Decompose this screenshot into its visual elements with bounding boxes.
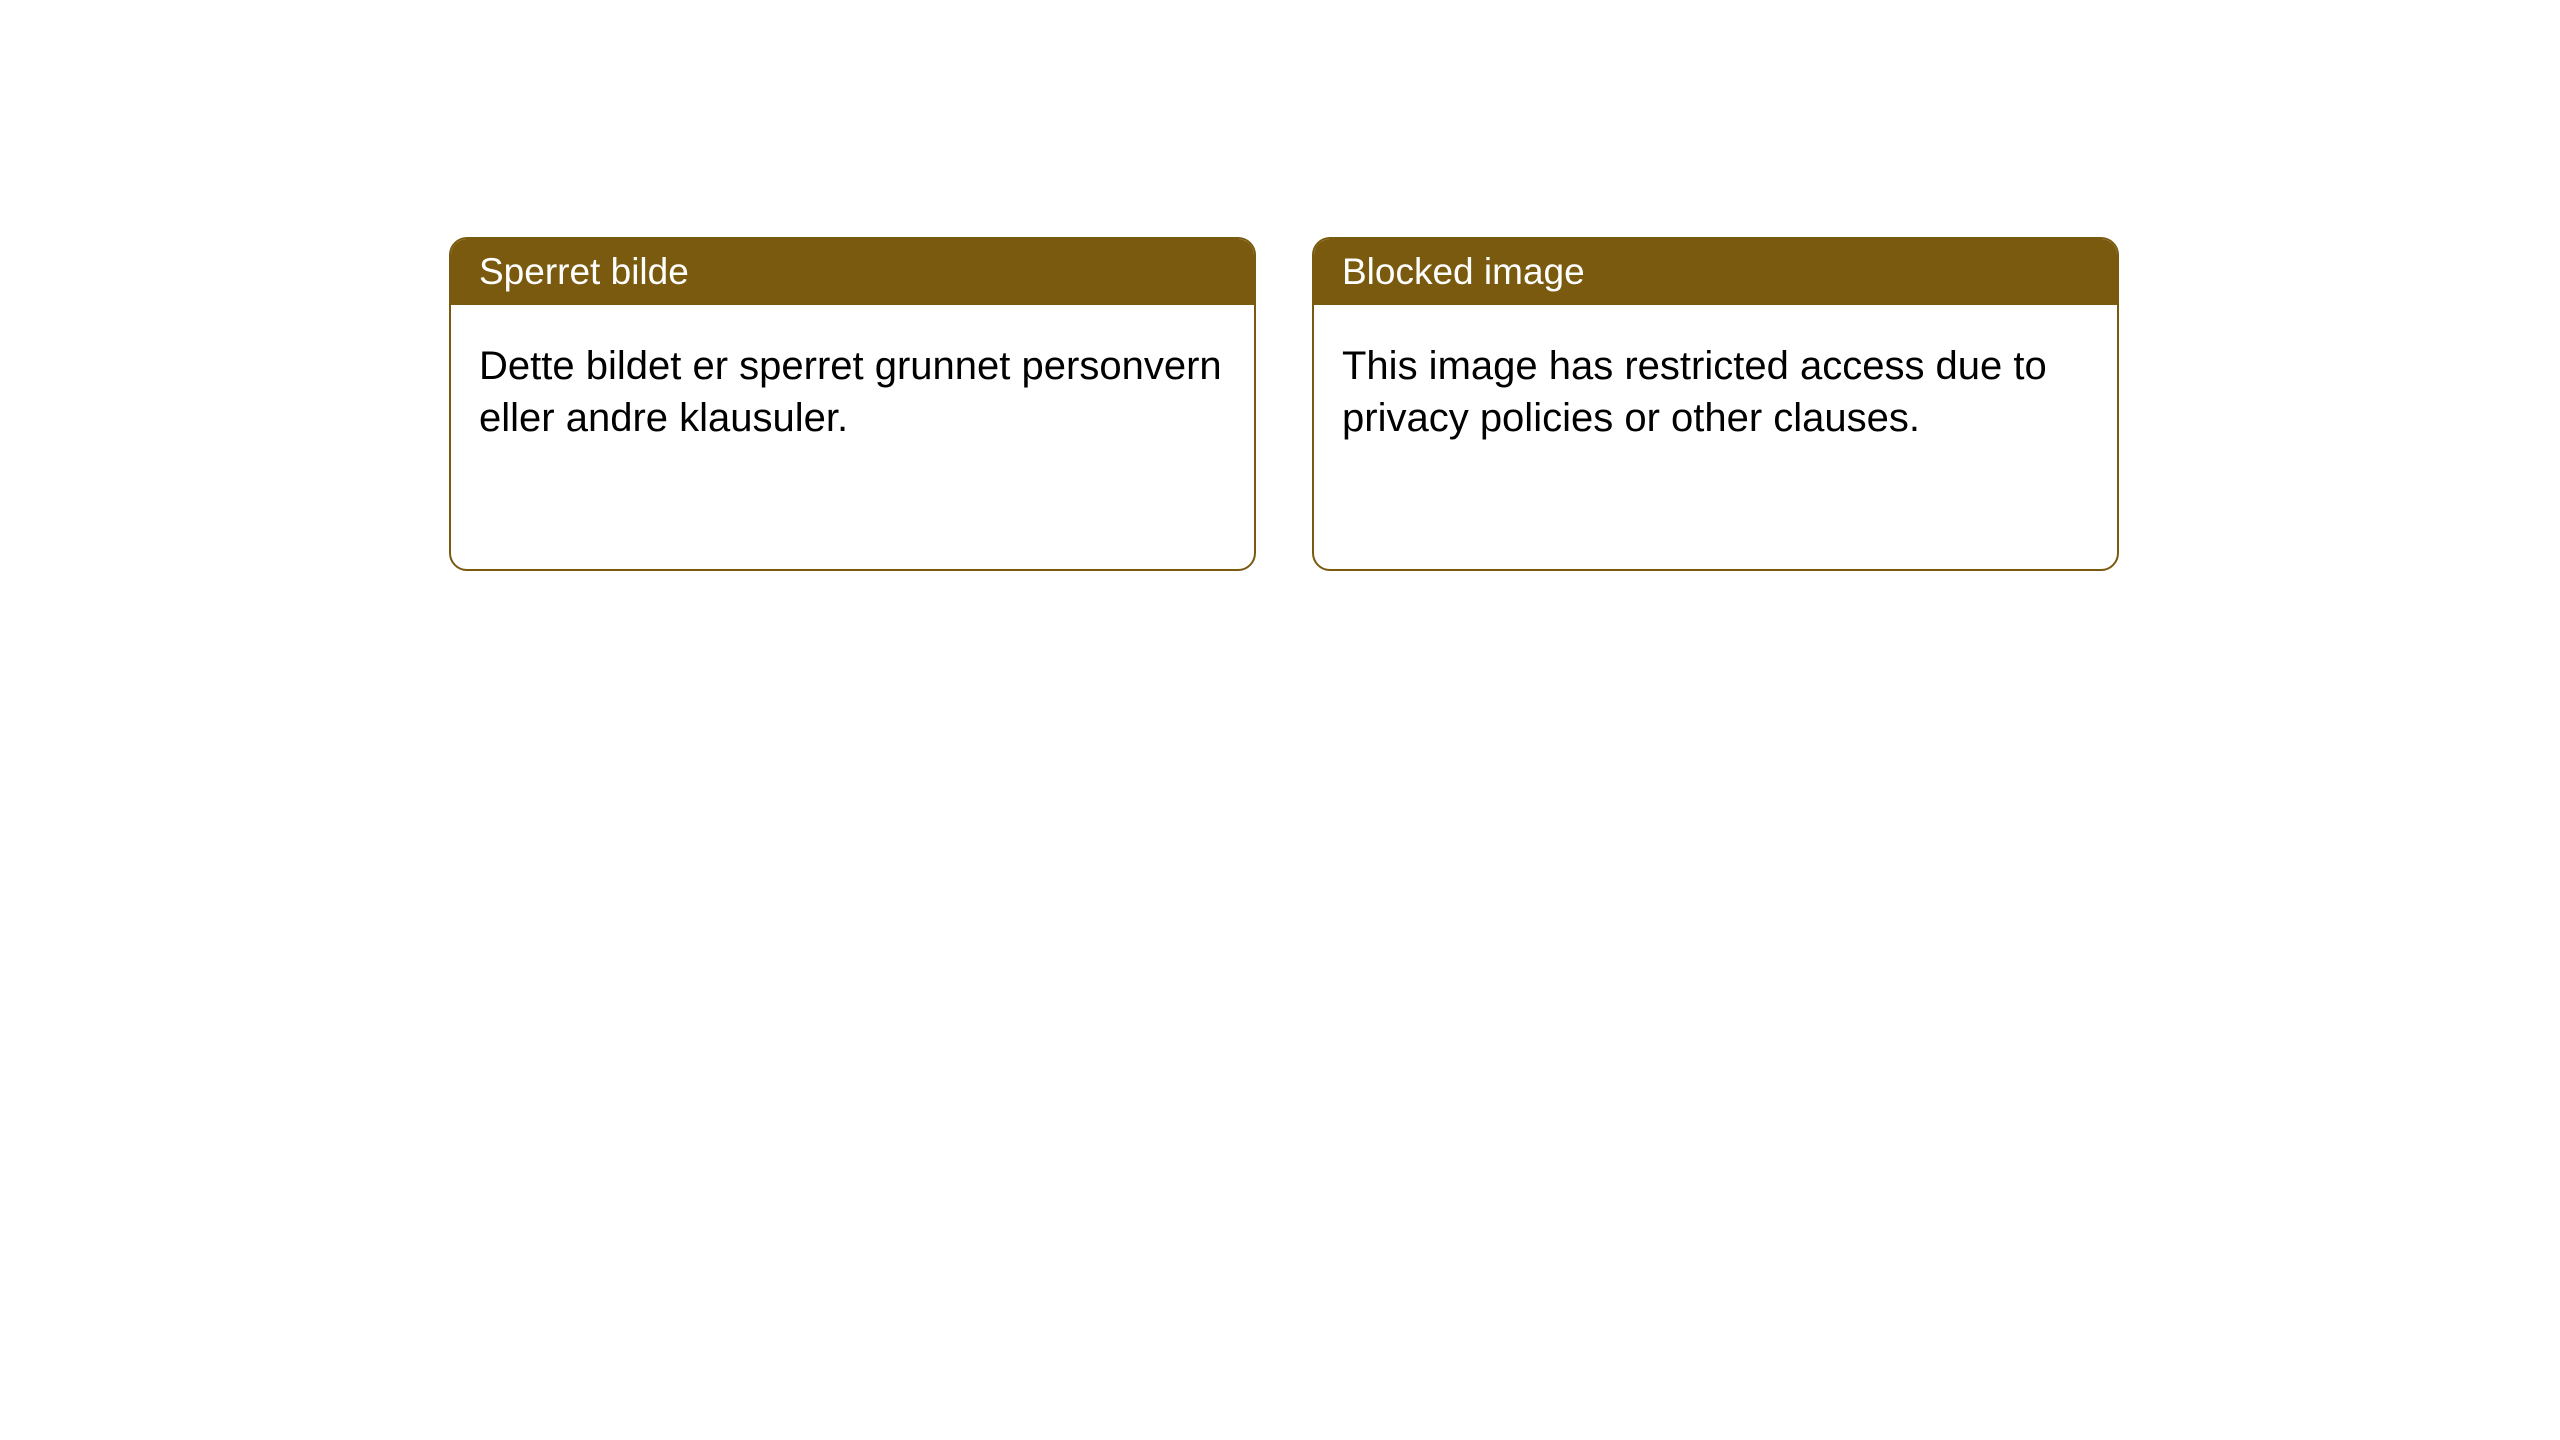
card-body-english: This image has restricted access due to … bbox=[1314, 305, 2117, 480]
card-body-norwegian: Dette bildet er sperret grunnet personve… bbox=[451, 305, 1254, 480]
blocked-image-card-english: Blocked image This image has restricted … bbox=[1312, 237, 2119, 571]
cards-container: Sperret bilde Dette bildet er sperret gr… bbox=[449, 237, 2119, 571]
card-header-english: Blocked image bbox=[1314, 239, 2117, 305]
blocked-image-card-norwegian: Sperret bilde Dette bildet er sperret gr… bbox=[449, 237, 1256, 571]
card-header-norwegian: Sperret bilde bbox=[451, 239, 1254, 305]
